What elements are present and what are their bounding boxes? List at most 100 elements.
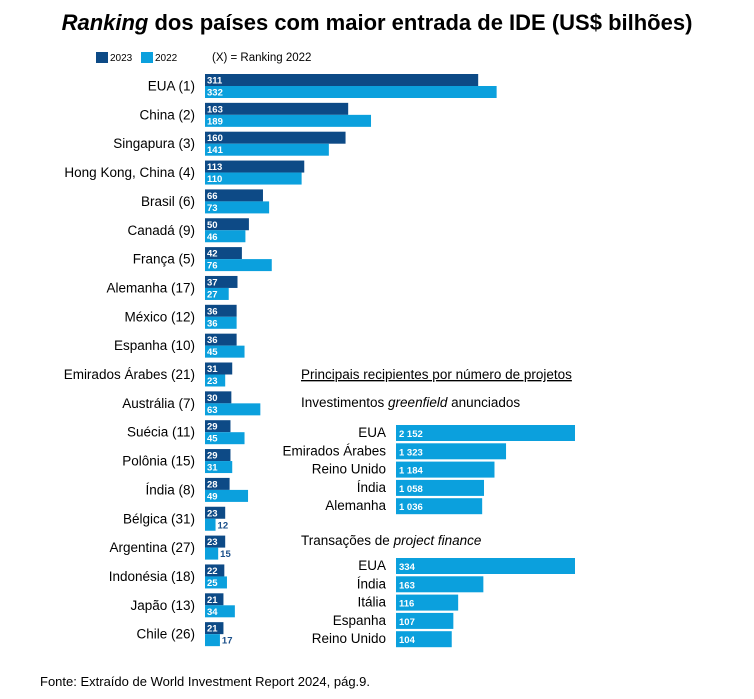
value-label-2023-eua-1: 311	[207, 76, 223, 87]
legend-note: (X) = Ranking 2022	[212, 52, 311, 64]
bar-2022-polonia-15	[205, 461, 233, 474]
project-finance-bar-italia	[396, 594, 459, 611]
project-finance-bar-chart: EUA 334 Índia 163 Itália 116 Espanha 107 Reino U…	[312, 558, 575, 648]
greenfield-value-eua: 2 152	[399, 429, 423, 440]
bar-2023-alemanha-17	[205, 275, 238, 288]
value-label-2023-espanha-10: 36	[207, 335, 218, 346]
category-label-indonesia-18: Indonésia (18)	[109, 569, 195, 584]
value-label-2023-china-2: 163	[207, 104, 223, 115]
category-label-india-8: Índia (8)	[145, 482, 195, 497]
chart-title: Ranking dos países com maior entrada de …	[62, 10, 693, 35]
bar-2023-india-8	[205, 477, 230, 490]
value-label-2022-indonesia-18: 25	[207, 578, 218, 589]
legend: 2023 2022 (X) = Ranking 2022	[96, 52, 311, 64]
legend-swatch-2022	[141, 52, 153, 63]
greenfield-value-alemanha: 1 036	[399, 502, 423, 513]
greenfield-label-emirados-arabes: Emirados Árabes	[282, 443, 386, 458]
category-label-singapura-3: Singapura (3)	[113, 136, 195, 151]
category-label-hong-kong-china-4: Hong Kong, China (4)	[64, 165, 195, 180]
bar-2022-indonesia-18	[205, 576, 227, 589]
bar-2022-china-2	[205, 114, 372, 127]
project-finance-label-italia: Itália	[357, 595, 386, 610]
bar-2023-japao-13	[205, 593, 224, 606]
bar-2022-alemanha-17	[205, 287, 229, 300]
value-label-2022-belgica-31: 12	[218, 520, 229, 531]
bar-2023-emirados-arabes-21	[205, 362, 233, 375]
bar-2022-singapura-3	[205, 143, 329, 156]
value-label-2022-emirados-arabes-21: 23	[207, 376, 218, 387]
inset-heading: Principais recipientes por número de pro…	[301, 367, 572, 382]
value-label-2023-emirados-arabes-21: 31	[207, 364, 218, 375]
category-label-brasil-6: Brasil (6)	[141, 194, 195, 209]
project-finance-value-india: 163	[399, 580, 415, 591]
bar-2022-franca-5	[205, 259, 272, 272]
inset1-title: Investimentos greenfield anunciados	[301, 395, 520, 410]
value-label-2023-alemanha-17: 37	[207, 277, 218, 288]
category-label-polonia-15: Polônia (15)	[122, 454, 195, 469]
bar-2023-hong-kong-china-4	[205, 160, 305, 173]
value-label-2022-singapura-3: 141	[207, 145, 224, 156]
bar-2023-chile-26	[205, 622, 224, 635]
project-finance-label-espanha: Espanha	[333, 613, 387, 628]
value-label-2022-suecia-11: 45	[207, 434, 218, 445]
value-label-2022-mexico-12: 36	[207, 318, 218, 329]
legend-swatch-2023	[96, 52, 108, 63]
value-label-2022-argentina-27: 15	[220, 549, 231, 560]
bar-2023-australia-7	[205, 391, 232, 404]
bar-2022-australia-7	[205, 403, 261, 416]
value-label-2022-polonia-15: 31	[207, 463, 218, 474]
bar-2023-canada-9	[205, 218, 249, 231]
bar-2022-india-8	[205, 489, 249, 502]
greenfield-value-emirados-arabes: 1 323	[399, 447, 423, 458]
bar-2023-polonia-15	[205, 449, 231, 462]
project-finance-value-eua: 334	[399, 562, 416, 573]
value-label-2022-alemanha-17: 27	[207, 289, 218, 300]
category-label-china-2: China (2)	[139, 107, 195, 122]
greenfield-label-eua: EUA	[358, 425, 386, 440]
bar-2023-suecia-11	[205, 420, 231, 433]
bar-2022-canada-9	[205, 230, 246, 243]
bar-2023-singapura-3	[205, 131, 346, 144]
legend-label-2022: 2022	[155, 53, 178, 64]
value-label-2023-polonia-15: 29	[207, 451, 218, 462]
project-finance-label-eua: EUA	[358, 558, 386, 573]
greenfield-bar-reino-unido	[396, 461, 495, 478]
legend-label-2023: 2023	[110, 53, 133, 64]
greenfield-value-india: 1 058	[399, 484, 423, 495]
bar-2022-chile-26	[205, 634, 220, 647]
greenfield-bar-emirados-arabes	[396, 443, 507, 460]
greenfield-label-reino-unido: Reino Unido	[312, 462, 386, 477]
bar-2022-suecia-11	[205, 432, 245, 445]
value-label-2022-brasil-6: 73	[207, 203, 218, 214]
category-label-franca-5: França (5)	[133, 252, 195, 267]
bar-2023-espanha-10	[205, 333, 237, 346]
bar-2023-argentina-27	[205, 535, 226, 548]
value-label-2023-brasil-6: 66	[207, 191, 218, 202]
greenfield-bar-india	[396, 479, 485, 496]
value-label-2023-chile-26: 21	[207, 624, 218, 635]
category-label-espanha-10: Espanha (10)	[114, 338, 195, 353]
project-finance-value-espanha: 107	[399, 617, 415, 628]
value-label-2023-mexico-12: 36	[207, 306, 218, 317]
value-label-2022-hong-kong-china-4: 110	[207, 174, 222, 185]
value-label-2022-japao-13: 34	[207, 607, 218, 618]
bar-2023-brasil-6	[205, 189, 263, 202]
bar-2023-franca-5	[205, 247, 242, 260]
bar-2023-belgica-31	[205, 506, 226, 519]
inset2-title: Transações de project finance	[301, 533, 481, 548]
value-label-2023-canada-9: 50	[207, 220, 218, 231]
category-label-suecia-11: Suécia (11)	[127, 425, 195, 440]
bar-2023-mexico-12	[205, 304, 237, 317]
value-label-2023-indonesia-18: 22	[207, 566, 218, 577]
project-finance-value-italia: 116	[399, 599, 414, 610]
project-finance-bar-espanha	[396, 612, 454, 629]
project-finance-label-india: Índia	[357, 576, 387, 591]
category-label-eua-1: EUA (1)	[148, 79, 195, 94]
project-finance-bar-india	[396, 576, 484, 593]
category-label-alemanha-17: Alemanha (17)	[106, 280, 195, 295]
greenfield-bar-alemanha	[396, 498, 483, 515]
value-label-2022-australia-7: 63	[207, 405, 218, 416]
bar-2022-mexico-12	[205, 316, 237, 329]
